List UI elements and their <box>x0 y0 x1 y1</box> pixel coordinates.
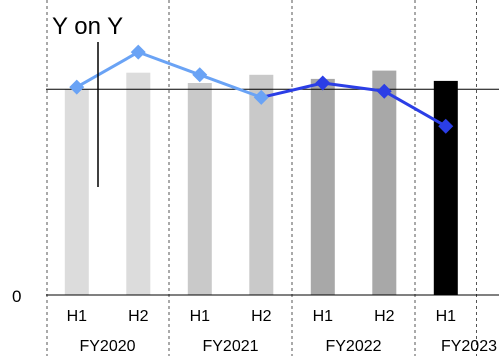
point-3 <box>192 67 208 83</box>
fiscal-year-label: FY2020 <box>79 338 135 355</box>
point-1 <box>69 79 85 95</box>
line-segment <box>321 81 386 93</box>
fiscal-year-label: FY2023 <box>441 338 497 355</box>
fiscal-year-label: FY2021 <box>202 338 258 355</box>
category-label: H1 <box>67 308 88 325</box>
bar-7 <box>433 80 458 296</box>
category-label: H2 <box>251 308 272 325</box>
line-segment <box>136 50 202 77</box>
category-label: H2 <box>374 308 395 325</box>
category-labels: H1 H2 H1 H2 H1 H2 H1 <box>67 308 457 325</box>
line-segment <box>198 73 263 99</box>
category-label: H1 <box>190 308 211 325</box>
bar-series <box>64 70 458 296</box>
bar-1 <box>64 89 89 295</box>
line-segment <box>75 50 140 89</box>
category-label: H2 <box>128 308 149 325</box>
annotation-label: Y on Y <box>52 13 123 40</box>
fiscal-year-separators <box>46 0 477 356</box>
bar-2 <box>126 72 151 295</box>
category-label: H1 <box>313 308 334 325</box>
point-7 <box>438 118 454 134</box>
yoy-line-series <box>75 50 448 128</box>
line-segment <box>259 81 325 99</box>
bar-3 <box>187 83 212 295</box>
yoy-markers <box>69 44 454 134</box>
bar-4 <box>249 74 274 295</box>
bar-5 <box>310 78 335 296</box>
y-zero-label: 0 <box>12 287 21 306</box>
line-segment <box>382 89 448 128</box>
category-label: H1 <box>436 308 457 325</box>
fiscal-year-label: FY2022 <box>325 338 381 355</box>
bar-6 <box>372 70 397 295</box>
point-6 <box>376 83 392 99</box>
fiscal-year-labels: FY2020 FY2021 FY2022 FY2023 <box>79 338 497 355</box>
point-4 <box>253 89 269 105</box>
point-2 <box>130 44 146 60</box>
point-5 <box>315 75 331 91</box>
